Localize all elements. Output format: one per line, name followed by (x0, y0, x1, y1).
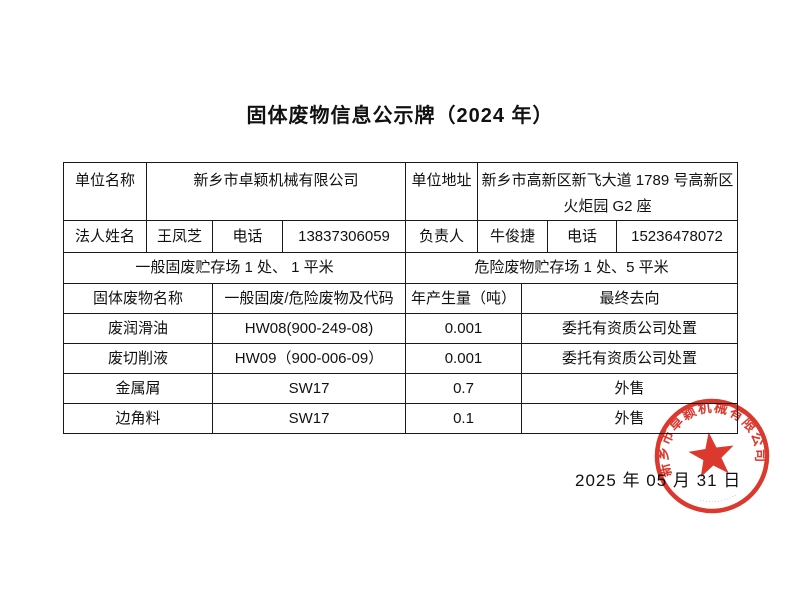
general-storage-cell: 一般固废贮存场 1 处、 1 平米 (63, 252, 406, 284)
waste-qty-cell: 0.7 (405, 373, 522, 404)
waste-dest-header: 最终去向 (521, 283, 738, 314)
unit-name-value: 新乡市卓颖机械有限公司 (146, 162, 406, 221)
waste-name-cell: 废切削液 (63, 343, 213, 374)
waste-dest-cell: 外售 (521, 403, 738, 434)
waste-header-row: 固体废物名称 一般固废/危险废物及代码 年产生量（吨） 最终去向 (63, 283, 738, 314)
waste-dest-cell: 外售 (521, 373, 738, 404)
hazard-storage-cell: 危险废物贮存场 1 处、5 平米 (405, 252, 738, 284)
waste-dest-cell: 委托有资质公司处置 (521, 343, 738, 374)
legal-name-value: 王凤芝 (146, 220, 213, 253)
waste-qty-cell: 0.1 (405, 403, 522, 434)
waste-qty-cell: 0.001 (405, 313, 522, 344)
page-title: 固体废物信息公示牌（2024 年） (246, 105, 554, 127)
phone-value-2: 15236478072 (616, 220, 738, 253)
waste-row: 边角料 SW17 0.1 外售 (63, 403, 738, 434)
phone-value-1: 13837306059 (282, 220, 406, 253)
unit-addr-label: 单位地址 (405, 162, 478, 221)
phone-label-1: 电话 (212, 220, 283, 253)
waste-row: 废润滑油 HW08(900-249-08) 0.001 委托有资质公司处置 (63, 313, 738, 344)
contacts-row: 法人姓名 王凤芝 电话 13837306059 负责人 牛俊捷 电话 15236… (63, 220, 738, 253)
phone-label-2: 电话 (547, 220, 617, 253)
waste-row: 金属屑 SW17 0.7 外售 (63, 373, 738, 404)
svg-text:· · · · · · · · · · · · ·: · · · · · · · · · · · · · (698, 492, 738, 507)
unit-name-label: 单位名称 (63, 162, 147, 221)
manager-value: 牛俊捷 (477, 220, 548, 253)
waste-name-cell: 废润滑油 (63, 313, 213, 344)
waste-dest-cell: 委托有资质公司处置 (521, 313, 738, 344)
manager-label: 负责人 (405, 220, 478, 253)
date-line: 2025 年 05 月 31 日 (575, 471, 742, 490)
storage-row: 一般固废贮存场 1 处、 1 平米 危险废物贮存场 1 处、5 平米 (63, 252, 738, 284)
unit-addr-value: 新乡市高新区新飞大道 1789 号高新区火炬园 G2 座 (477, 162, 738, 221)
waste-code-cell: SW17 (212, 373, 406, 404)
waste-qty-header: 年产生量（吨） (405, 283, 522, 314)
info-table: 单位名称 新乡市卓颖机械有限公司 单位地址 新乡市高新区新飞大道 1789 号高… (63, 162, 738, 434)
waste-qty-cell: 0.001 (405, 343, 522, 374)
legal-name-label: 法人姓名 (63, 220, 147, 253)
waste-row: 废切削液 HW09（900-006-09） 0.001 委托有资质公司处置 (63, 343, 738, 374)
waste-name-header: 固体废物名称 (63, 283, 213, 314)
waste-code-cell: SW17 (212, 403, 406, 434)
waste-name-cell: 金属屑 (63, 373, 213, 404)
waste-name-cell: 边角料 (63, 403, 213, 434)
waste-code-cell: HW08(900-249-08) (212, 313, 406, 344)
seal-serial-text: · · · · · · · · · · · · · (698, 492, 738, 507)
unit-row: 单位名称 新乡市卓颖机械有限公司 单位地址 新乡市高新区新飞大道 1789 号高… (63, 162, 738, 221)
waste-code-cell: HW09（900-006-09） (212, 343, 406, 374)
waste-code-header: 一般固废/危险废物及代码 (212, 283, 406, 314)
